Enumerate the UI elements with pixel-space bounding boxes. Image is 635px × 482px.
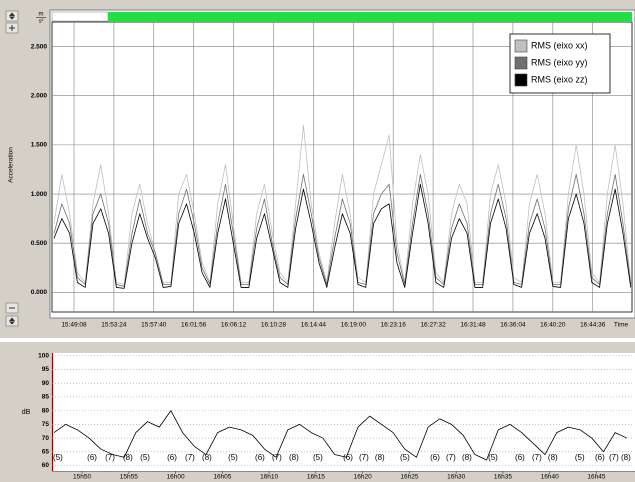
y-tick-label: 1.000 [31,191,48,198]
annotation: (5) [228,453,238,462]
annotation: (7) [105,453,115,462]
annotation: (8) [548,453,558,462]
y-tick-label: 80 [42,407,50,414]
annotation: (7) [272,453,282,462]
x-tick-label: 16h45 [587,474,605,481]
annotation: (8) [621,453,631,462]
annotation: (6) [595,453,605,462]
x-tick-label: 15:49:08 [61,322,87,329]
x-tick-label: 16h20 [354,474,372,481]
x-tick-label: 16:01:56 [181,322,207,329]
x-tick-label: 15:53:24 [101,322,127,329]
scroll-icon [9,12,15,20]
legend-label: RMS (eixo zz) [531,74,588,84]
x-tick-label: 16h00 [167,474,185,481]
annotation: (7) [359,453,369,462]
x-tick-label: 15h50 [73,474,91,481]
splitter [0,342,635,350]
x-tick-label: 16:36:04 [500,322,526,329]
chart-layer: 0.000 0.500 1.000 1.500 2.000 2.500 15:49:08 15… [31,22,632,481]
y-tick-label: 75 [42,421,50,428]
annotation: (5) [140,453,150,462]
y-tick-label: 95 [42,366,50,373]
data-line [53,410,628,461]
annotation: (8) [462,453,472,462]
y-tick-label: 2.500 [31,43,48,50]
y-tick-label: 90 [42,380,50,387]
annotation: (7) [532,453,542,462]
x-tick-label: 15:57:40 [141,322,167,329]
x-tick-label: 16:40:20 [540,322,566,329]
x-tick-label: 16h10 [260,474,278,481]
annotation: (6) [343,453,353,462]
x-tick-label: 15h55 [120,474,138,481]
y-tick-label: 65 [42,449,50,456]
unit-numerator: m [39,12,44,18]
legend-label: RMS (eixo xx) [531,40,588,50]
x-tick-label: 16:44:36 [580,322,606,329]
x-tick-label: 16h35 [494,474,512,481]
y-axis-label: Acceleration [8,147,15,183]
x-tick-label: 16h30 [447,474,465,481]
legend-swatch [514,73,528,87]
annotation: (5) [575,453,585,462]
x-axis-label: Time [614,322,629,329]
x-tick-label: 16:10:28 [261,322,287,329]
x-tick-label: 16:31:48 [460,322,486,329]
zoom-icon [9,25,15,31]
annotation: (5) [488,453,498,462]
x-tick-label: 16h05 [213,474,231,481]
legend-swatch [514,39,528,53]
annotation: (8) [289,453,299,462]
x-tick-label: 16h40 [541,474,559,481]
unit-denominator: s² [39,18,44,24]
x-tick-label: 16h15 [307,474,325,481]
annotation: (6) [87,453,97,462]
annotation: (6) [430,453,440,462]
annotation: (6) [255,453,265,462]
y-tick-label: 0.500 [31,240,48,247]
data-line [53,173,632,287]
x-tick-label: 16:06:12 [221,322,247,329]
x-tick-label: 16:19:00 [341,322,367,329]
progress-track [51,11,109,22]
x-tick-label: 16:23:16 [381,322,407,329]
y-tick-label: 60 [42,462,50,469]
annotation: (8) [123,453,133,462]
progress-bar [108,12,632,21]
annotation: (8) [375,453,385,462]
x-tick-label: 16:27:32 [420,322,446,329]
plot-area [52,353,635,471]
legend-swatch [514,56,528,70]
legend-label: RMS (eixo yy) [531,57,588,67]
data-line [53,183,632,289]
y-tick-label: 0.000 [31,289,48,296]
annotation: (5) [53,453,63,462]
y-tick-label: 70 [42,435,50,442]
annotation: (8) [202,453,212,462]
annotation: (6) [167,453,177,462]
data-line [53,124,632,285]
annotation: (7) [446,453,456,462]
annotation: (7) [609,453,619,462]
y-tick-label: 1.500 [31,142,48,149]
annotation: (5) [400,453,410,462]
y-tick-label: 85 [42,394,50,401]
y-axis-label: dB [22,409,31,416]
annotation: (7) [185,453,195,462]
splitter [0,338,635,342]
annotation: (5) [313,453,323,462]
scroll-icon [9,317,15,325]
x-tick-label: 16h25 [400,474,418,481]
annotation: (6) [515,453,525,462]
y-tick-label: 2.000 [31,92,48,99]
x-tick-label: 16:14:44 [301,322,327,329]
y-tick-label: 100 [38,352,49,359]
